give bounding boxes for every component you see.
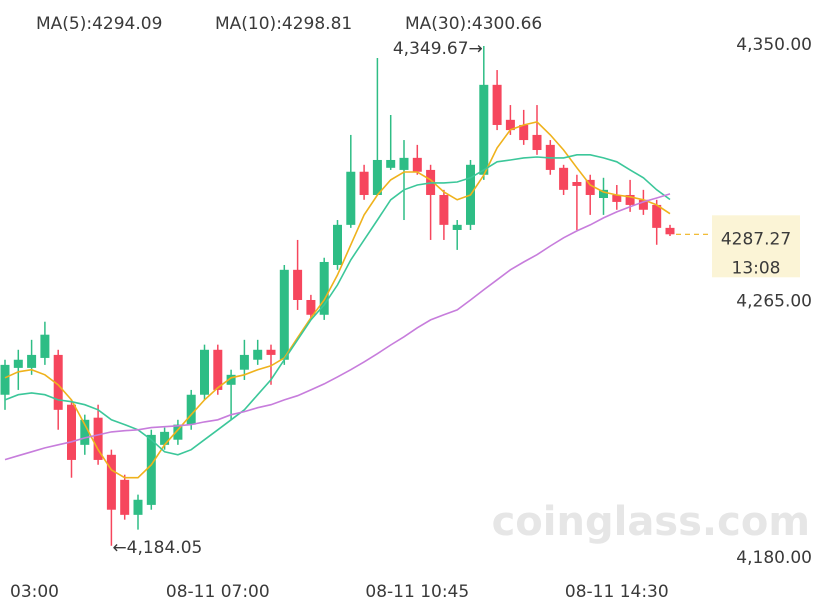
candle-body [106, 454, 116, 510]
x-tick-label: 08-11 14:30 [565, 582, 669, 602]
candle-body [319, 261, 329, 315]
candle-body [53, 354, 63, 410]
candle-body [386, 159, 396, 168]
candle-body [572, 182, 582, 186]
candle-body [133, 499, 143, 515]
candle-body [279, 269, 289, 360]
candle-body [612, 194, 622, 202]
last-price-box [712, 215, 800, 278]
candle-body [13, 359, 23, 368]
candle-body [213, 349, 223, 390]
candle-body [412, 157, 422, 172]
candle-body [0, 364, 10, 395]
candle-body [266, 349, 276, 355]
candle-body [439, 194, 449, 225]
candle-body [585, 179, 595, 195]
ma-line [4, 121, 671, 479]
candle-body [93, 417, 103, 460]
candle-body [120, 479, 130, 515]
candle-body [67, 404, 76, 460]
candle-body [40, 334, 50, 358]
candle-body [359, 171, 369, 195]
legend-entry: MA(10):4298.81 [215, 14, 352, 34]
candle-body [346, 171, 356, 225]
candle-body [306, 299, 316, 315]
candle-body [652, 204, 662, 228]
legend-entry: MA(5):4294.09 [36, 14, 162, 34]
candle-body [27, 354, 37, 368]
countdown-label: 13:08 [732, 258, 781, 278]
candle-body [173, 424, 183, 440]
candle-body [186, 394, 196, 425]
candle-body [399, 157, 409, 170]
candle-body [665, 227, 675, 235]
candle-body [160, 431, 170, 445]
candle-body [80, 419, 90, 445]
extreme-label: 4,349.67→ [393, 39, 483, 59]
x-tick-label: 08-11 07:00 [166, 582, 270, 602]
candle-body [293, 269, 303, 300]
ma-line [4, 193, 671, 461]
candle-body [638, 199, 648, 210]
candle-body [253, 349, 263, 360]
candle-body [226, 374, 236, 385]
candle-body [479, 84, 489, 175]
candle-body [372, 159, 382, 195]
candle-body [452, 224, 462, 230]
candle-body [146, 434, 156, 505]
last-price-label: 4287.27 [721, 229, 791, 249]
x-tick-label: 08-11 10:45 [365, 582, 469, 602]
y-tick-label: 4,265.00 [736, 292, 812, 312]
candle-body [239, 354, 249, 370]
candle-body [599, 189, 608, 198]
y-tick-label: 4,350.00 [736, 35, 812, 55]
candle-body [559, 167, 569, 190]
extreme-label: ←4,184.05 [112, 538, 202, 558]
candle-body [532, 134, 542, 151]
candle-body [200, 349, 209, 395]
ma-line [4, 154, 671, 456]
watermark: coinglass.com [492, 499, 810, 545]
candle-body [625, 194, 635, 205]
candle-body [519, 124, 529, 141]
legend-entry: MA(30):4300.66 [405, 14, 542, 34]
candle-body [492, 84, 502, 125]
y-tick-label: 4,180.00 [736, 548, 812, 568]
x-tick-label: 03:00 [10, 582, 59, 602]
candle-body [505, 119, 515, 131]
candle-body [333, 224, 342, 265]
